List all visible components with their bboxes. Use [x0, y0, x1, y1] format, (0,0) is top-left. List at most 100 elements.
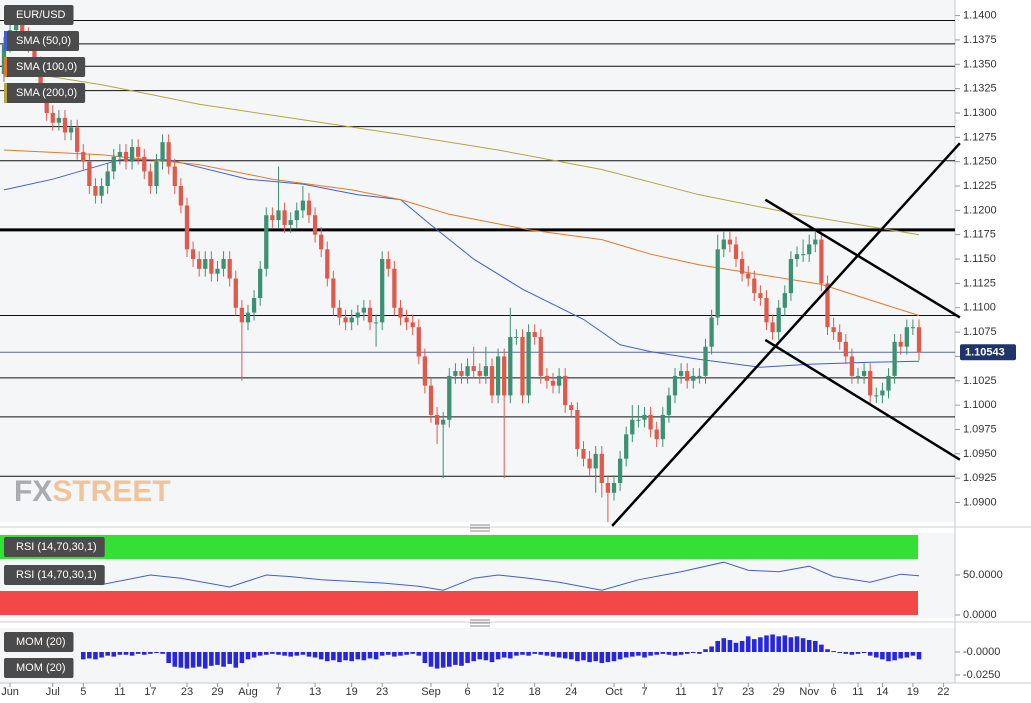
mom-bar	[727, 640, 733, 652]
candle-body	[392, 268, 397, 308]
mom-bar	[196, 651, 202, 667]
x-tick-label: 7	[275, 686, 281, 698]
mom-bar	[172, 651, 178, 667]
candle-body	[910, 327, 916, 329]
candle-body	[794, 254, 800, 260]
candle-body	[209, 259, 214, 274]
candle-body	[825, 283, 830, 328]
legend-box	[4, 565, 105, 585]
mom-bar	[739, 640, 745, 652]
candle-body	[416, 327, 421, 357]
mom-bar	[587, 651, 592, 663]
y-tick-label: 1.1100	[963, 302, 996, 314]
candle-body	[898, 341, 903, 347]
candle-body	[258, 268, 263, 299]
candle-body	[306, 200, 312, 216]
y-tick-label: 1.1225	[963, 180, 997, 192]
y-tick-label: 1.1300	[963, 107, 997, 119]
candle-body	[648, 414, 653, 430]
candle-body	[593, 453, 598, 469]
mom-bar	[422, 651, 428, 664]
candle-body	[660, 414, 665, 440]
mom-bar	[233, 651, 239, 668]
candle-body	[569, 405, 574, 411]
mom-bar	[636, 651, 641, 656]
x-tick-label: 11	[852, 686, 863, 698]
mom-bar	[324, 651, 330, 662]
mom-bar	[648, 651, 653, 656]
candle-body	[203, 259, 208, 269]
mom-bar	[788, 637, 794, 652]
x-tick-label: 5	[80, 686, 86, 698]
mom-bar	[684, 651, 690, 654]
trend-line	[611, 142, 961, 527]
mom-bar	[154, 651, 159, 653]
mom-bar	[550, 651, 556, 657]
candle-body	[14, 20, 19, 31]
mom-bar	[392, 651, 397, 657]
candle-body	[672, 375, 678, 396]
candle-body	[508, 336, 513, 396]
candle-body	[184, 205, 190, 250]
mom-bar	[355, 651, 361, 660]
candle-body	[685, 371, 690, 381]
mom-bar	[148, 651, 153, 654]
legend-label: RSI (14,70,30,1)	[16, 569, 97, 581]
candle-body	[739, 259, 745, 274]
mom-bar	[501, 651, 507, 658]
resize-handle[interactable]	[470, 524, 490, 532]
x-tick-label: 6	[831, 686, 837, 698]
legend-label: RSI (14,70,30,1)	[16, 541, 97, 553]
x-tick-label: 29	[773, 686, 785, 698]
mom-bar	[160, 651, 165, 654]
x-tick-label: 11	[675, 686, 686, 698]
y-tick-label: -0.0000	[963, 646, 1000, 658]
mom-bar	[745, 636, 751, 652]
y-tick-label: -0.0250	[963, 669, 1000, 681]
candle-body	[288, 220, 293, 225]
candle-body	[691, 375, 696, 381]
legend-swatch	[4, 57, 7, 77]
candle-body	[605, 483, 611, 493]
y-tick-label: 1.1250	[963, 156, 997, 168]
mom-bar	[270, 651, 275, 654]
mom-bar	[349, 651, 354, 662]
mom-bar	[892, 651, 897, 661]
legend-box	[4, 83, 86, 103]
legend-label: SMA (50,0)	[16, 35, 71, 47]
candle-body	[764, 298, 769, 323]
mom-bar	[129, 651, 135, 656]
mom-bar	[87, 651, 92, 659]
mom-bar	[453, 651, 458, 665]
mom-bar	[709, 646, 714, 652]
legend-box	[4, 632, 74, 652]
candle-body	[62, 117, 68, 133]
candle-body	[325, 249, 330, 279]
resize-handle[interactable]	[470, 619, 490, 627]
candle-body	[654, 429, 659, 440]
mom-bar	[404, 651, 409, 655]
mom-bar	[782, 635, 788, 652]
candle-body	[599, 453, 604, 484]
legend-swatch	[4, 83, 7, 103]
mom-bar	[916, 651, 922, 660]
mom-bar	[489, 651, 495, 663]
candle-body	[709, 317, 714, 347]
mom-bar	[215, 651, 220, 665]
candle-body	[813, 239, 818, 245]
mom-bar	[361, 651, 367, 661]
candle-body	[373, 322, 379, 324]
mom-bar	[813, 640, 818, 652]
candle-body	[544, 375, 550, 381]
x-tick-label: Nov	[799, 686, 819, 698]
mom-bar	[416, 651, 422, 656]
candle-body	[87, 161, 92, 187]
candle-body	[611, 483, 617, 493]
candle-body	[733, 244, 739, 260]
candle-body	[215, 268, 220, 274]
y-tick-label: 1.1025	[963, 375, 997, 387]
candle-body	[776, 307, 781, 333]
mom-bar	[428, 651, 434, 667]
mom-bar	[569, 651, 574, 660]
